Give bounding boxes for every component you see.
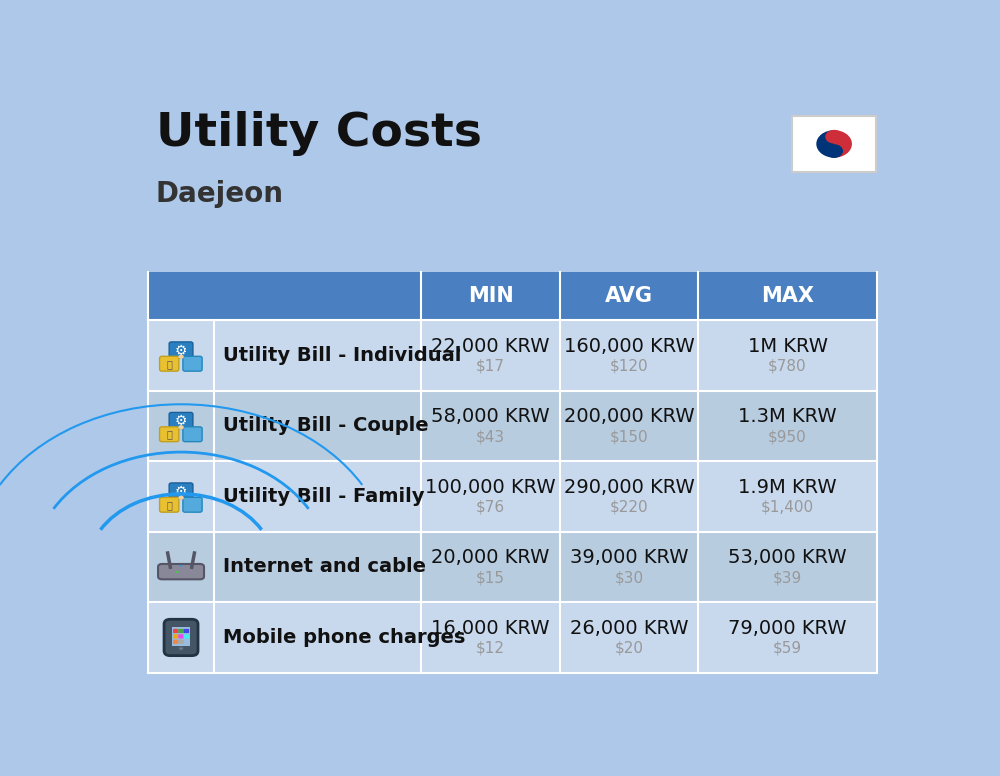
Text: $12: $12: [476, 640, 505, 656]
Text: 290,000 KRW: 290,000 KRW: [564, 478, 694, 497]
FancyBboxPatch shape: [178, 639, 184, 644]
Text: $39: $39: [773, 570, 802, 585]
FancyBboxPatch shape: [160, 427, 179, 442]
FancyBboxPatch shape: [183, 427, 202, 442]
Text: 16,000 KRW: 16,000 KRW: [431, 618, 550, 638]
FancyBboxPatch shape: [792, 116, 876, 171]
FancyBboxPatch shape: [158, 564, 204, 580]
Wedge shape: [834, 130, 852, 158]
FancyBboxPatch shape: [178, 634, 184, 639]
Text: AVG: AVG: [605, 286, 653, 307]
Text: 🔌: 🔌: [166, 500, 172, 510]
Circle shape: [176, 571, 179, 573]
Text: $30: $30: [614, 570, 644, 585]
Text: 160,000 KRW: 160,000 KRW: [564, 337, 694, 355]
Text: $17: $17: [476, 359, 505, 373]
FancyBboxPatch shape: [160, 497, 179, 512]
Text: 🔌: 🔌: [166, 429, 172, 439]
Text: $43: $43: [476, 429, 505, 444]
Circle shape: [825, 130, 843, 144]
Text: 1.9M KRW: 1.9M KRW: [738, 478, 837, 497]
FancyBboxPatch shape: [173, 639, 178, 644]
Text: ⚙: ⚙: [175, 344, 187, 358]
Circle shape: [178, 425, 184, 429]
Text: Utility Bill - Couple: Utility Bill - Couple: [223, 417, 429, 435]
Text: $1,400: $1,400: [761, 500, 814, 514]
Text: Mobile phone charges: Mobile phone charges: [223, 628, 465, 647]
FancyBboxPatch shape: [184, 634, 189, 639]
FancyBboxPatch shape: [169, 483, 193, 499]
Text: $150: $150: [610, 429, 648, 444]
Text: 🔌: 🔌: [166, 359, 172, 369]
Text: $120: $120: [610, 359, 648, 373]
FancyBboxPatch shape: [173, 634, 178, 639]
Text: ⚙: ⚙: [175, 485, 187, 499]
FancyBboxPatch shape: [169, 342, 193, 358]
Circle shape: [179, 647, 183, 650]
Text: $59: $59: [773, 640, 802, 656]
FancyBboxPatch shape: [173, 629, 178, 633]
Text: 79,000 KRW: 79,000 KRW: [728, 618, 847, 638]
Text: Utility Bill - Family: Utility Bill - Family: [223, 487, 425, 506]
FancyBboxPatch shape: [184, 629, 189, 633]
Text: Daejeon: Daejeon: [156, 180, 284, 208]
Text: 1.3M KRW: 1.3M KRW: [738, 407, 837, 426]
Text: 200,000 KRW: 200,000 KRW: [564, 407, 694, 426]
Text: $76: $76: [476, 500, 505, 514]
Text: 1M KRW: 1M KRW: [748, 337, 828, 355]
Circle shape: [825, 144, 843, 158]
Text: 58,000 KRW: 58,000 KRW: [431, 407, 550, 426]
Text: ⚙: ⚙: [175, 414, 187, 428]
Text: 53,000 KRW: 53,000 KRW: [728, 549, 847, 567]
Text: Utility Costs: Utility Costs: [156, 111, 482, 156]
Text: 22,000 KRW: 22,000 KRW: [431, 337, 550, 355]
FancyBboxPatch shape: [169, 412, 193, 428]
Text: Utility Bill - Individual: Utility Bill - Individual: [223, 346, 461, 365]
Text: MAX: MAX: [761, 286, 814, 307]
FancyBboxPatch shape: [172, 627, 190, 646]
FancyBboxPatch shape: [148, 602, 877, 673]
Circle shape: [178, 355, 184, 359]
FancyBboxPatch shape: [148, 532, 877, 602]
FancyBboxPatch shape: [183, 497, 202, 512]
Text: 39,000 KRW: 39,000 KRW: [570, 549, 688, 567]
Text: $220: $220: [610, 500, 648, 514]
FancyBboxPatch shape: [160, 356, 179, 371]
Circle shape: [178, 496, 184, 500]
Text: $15: $15: [476, 570, 505, 585]
Text: Internet and cable: Internet and cable: [223, 557, 426, 577]
FancyBboxPatch shape: [183, 356, 202, 371]
Text: 100,000 KRW: 100,000 KRW: [425, 478, 556, 497]
FancyBboxPatch shape: [164, 619, 198, 656]
Text: 26,000 KRW: 26,000 KRW: [570, 618, 688, 638]
FancyBboxPatch shape: [178, 629, 184, 633]
Wedge shape: [816, 130, 834, 158]
Text: $780: $780: [768, 359, 807, 373]
FancyBboxPatch shape: [148, 320, 877, 390]
Text: MIN: MIN: [468, 286, 514, 307]
Circle shape: [180, 565, 182, 566]
FancyBboxPatch shape: [148, 272, 877, 320]
Text: $20: $20: [615, 640, 644, 656]
FancyBboxPatch shape: [148, 461, 877, 532]
FancyBboxPatch shape: [148, 390, 877, 461]
Text: 20,000 KRW: 20,000 KRW: [431, 549, 550, 567]
Text: $950: $950: [768, 429, 807, 444]
